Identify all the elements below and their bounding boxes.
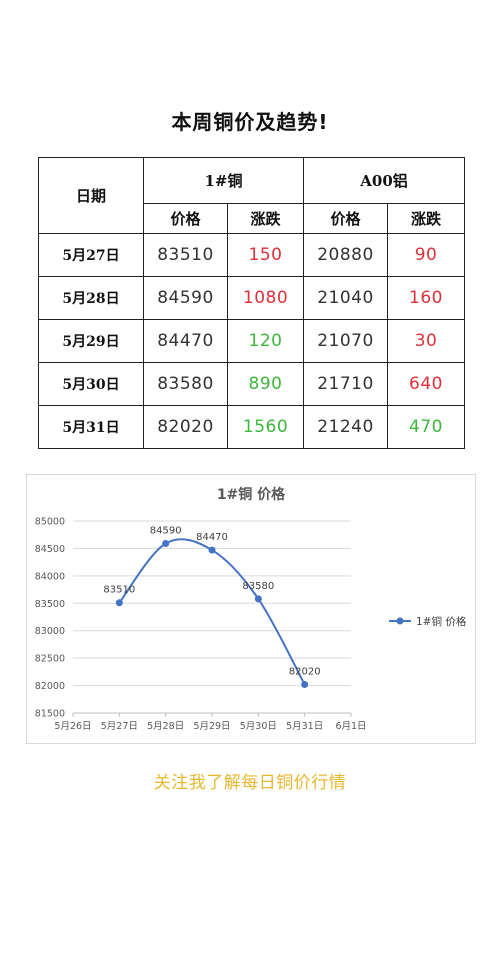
chart-title: 1#铜 价格: [217, 486, 286, 503]
aluminum-price-cell: 21240: [303, 405, 389, 449]
price-table: 日期 1#铜 A00铝 价格 涨跌 价格 涨跌 5月27日 83510 150 …: [38, 157, 466, 449]
data-point: [254, 595, 262, 603]
subheader-aluminum-change: 涨跌: [387, 203, 466, 234]
header-date: 日期: [38, 157, 144, 234]
series-line: [118, 538, 306, 685]
header-copper: 1#铜: [142, 157, 305, 204]
x-tick-label: 6月1日: [335, 721, 366, 732]
data-point: [208, 546, 216, 554]
y-tick-label: 83000: [35, 626, 65, 637]
chart-legend: 1#铜 价格: [389, 615, 467, 628]
table-row: 5月27日 83510 150 20880 90: [38, 233, 466, 277]
y-tick-label: 81500: [35, 709, 65, 720]
copper-price-cell: 82020: [143, 405, 228, 449]
table-row: 5月29日 84470 120 21070 30: [38, 319, 466, 363]
subheader-copper-change: 涨跌: [226, 203, 305, 234]
legend-label: 1#铜 价格: [416, 615, 467, 628]
row-date: 5月27日: [38, 233, 144, 277]
x-tick-label: 5月28日: [147, 721, 184, 732]
aluminum-change-cell: 640: [387, 362, 466, 406]
data-label: 84590: [150, 525, 182, 536]
copper-price-cell: 84590: [143, 276, 228, 320]
subheader-copper-price: 价格: [143, 203, 228, 234]
aluminum-change-cell: 90: [387, 233, 466, 277]
y-tick-label: 82000: [35, 681, 65, 692]
data-point: [162, 539, 170, 547]
copper-change-cell: 1080: [226, 276, 305, 320]
copper-change-cell: 150: [226, 233, 305, 277]
copper-price-cell: 83510: [143, 233, 228, 277]
row-date: 5月28日: [38, 276, 144, 320]
data-label: 83510: [103, 585, 135, 596]
row-date: 5月30日: [38, 362, 144, 406]
copper-change-cell: 120: [226, 319, 305, 363]
header-aluminum: A00铝: [303, 157, 466, 204]
y-tick-label: 85000: [35, 517, 65, 528]
data-label: 83580: [242, 581, 274, 592]
table-row: 5月31日 82020 1560 21240 470: [38, 405, 466, 449]
aluminum-change-cell: 30: [387, 319, 466, 363]
legend-marker: [396, 617, 404, 625]
chart-axes: 85000 84500 84000 83500 83000 82500 82000 81500…: [35, 517, 367, 733]
table-row: 5月30日 83580 890 21710 640: [38, 362, 466, 406]
copper-change-cell: 890: [226, 362, 305, 406]
x-tick-label: 5月30日: [240, 721, 277, 732]
y-tick-label: 84500: [35, 544, 65, 555]
chart-series: 83510 84590 84470 83580 82020: [103, 525, 321, 688]
data-label: 84470: [196, 532, 228, 543]
row-date: 5月29日: [38, 319, 144, 363]
y-tick-label: 82500: [35, 654, 65, 665]
aluminum-price-cell: 20880: [303, 233, 389, 277]
data-label: 82020: [289, 666, 321, 677]
chart-svg: 1#铜 价格 85000 84500 84000 83500 83000 82500 820…: [35, 486, 467, 733]
x-tick-label: 5月26日: [54, 721, 91, 732]
subheader-aluminum-price: 价格: [303, 203, 389, 234]
copper-price-cell: 84470: [143, 319, 228, 363]
table-row: 5月28日 84590 1080 21040 160: [38, 276, 466, 320]
data-point: [115, 599, 123, 607]
x-tick-label: 5月31日: [286, 721, 323, 732]
copper-change-cell: 1560: [226, 405, 305, 449]
row-date: 5月31日: [38, 405, 144, 449]
y-tick-label: 84000: [35, 571, 65, 582]
aluminum-price-cell: 21070: [303, 319, 389, 363]
y-tick-label: 83500: [35, 599, 65, 610]
data-point: [301, 680, 309, 688]
aluminum-change-cell: 470: [387, 405, 466, 449]
price-chart: 1#铜 价格 85000 84500 84000 83500 83000 82500 820…: [26, 474, 476, 744]
aluminum-price-cell: 21710: [303, 362, 389, 406]
footer-text: 关注我了解每日铜价行情: [153, 773, 347, 793]
x-tick-label: 5月27日: [101, 721, 138, 732]
aluminum-price-cell: 21040: [303, 276, 389, 320]
page-title: 本周铜价及趋势!: [171, 110, 329, 134]
aluminum-change-cell: 160: [387, 276, 466, 320]
copper-price-cell: 83580: [143, 362, 228, 406]
x-tick-label: 5月29日: [193, 721, 230, 732]
